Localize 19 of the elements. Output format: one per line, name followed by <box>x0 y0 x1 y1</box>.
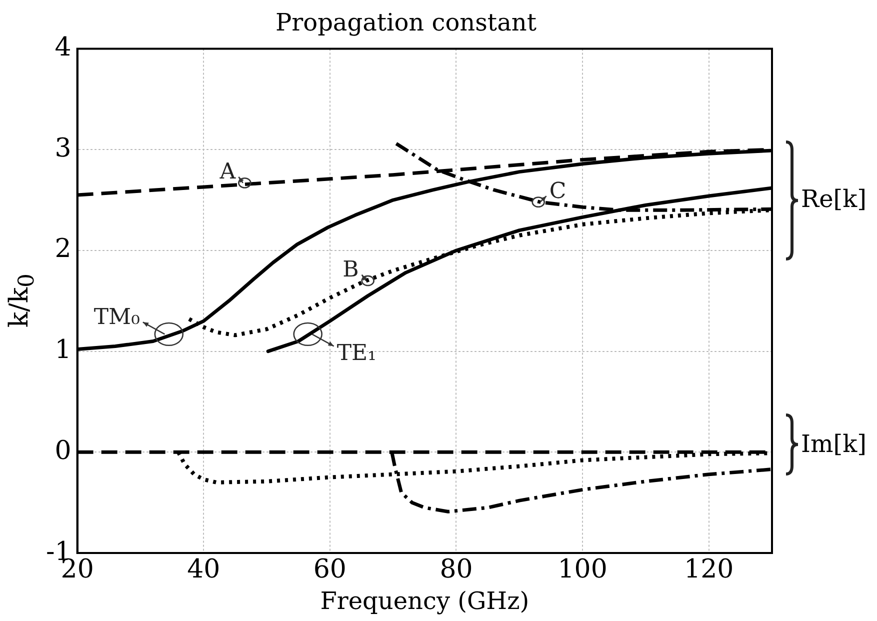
x-axis-title: Frequency (GHz) <box>320 586 530 615</box>
x-tick-label: 100 <box>558 554 608 584</box>
y-tick-label: 4 <box>54 32 72 63</box>
x-tick-label: 60 <box>313 554 346 584</box>
annotation: TM₀ <box>94 304 140 330</box>
y-tick-label: 2 <box>54 234 72 264</box>
x-tick-label: 40 <box>187 554 220 584</box>
annotation: B <box>342 257 359 282</box>
chart-title: Propagation constant <box>276 8 537 37</box>
y-tick-label: 3 <box>54 133 72 164</box>
y-tick-label: 0 <box>54 436 72 466</box>
text: Re[k] <box>801 185 867 214</box>
x-tick-label: 120 <box>684 554 734 584</box>
x-tick-label: 80 <box>440 554 473 584</box>
annotation: C <box>549 178 566 204</box>
annotation: TE₁ <box>336 340 376 366</box>
y-tick-label: 1 <box>54 335 72 366</box>
text: Im[k] <box>801 430 867 458</box>
annotation: A <box>218 160 237 185</box>
